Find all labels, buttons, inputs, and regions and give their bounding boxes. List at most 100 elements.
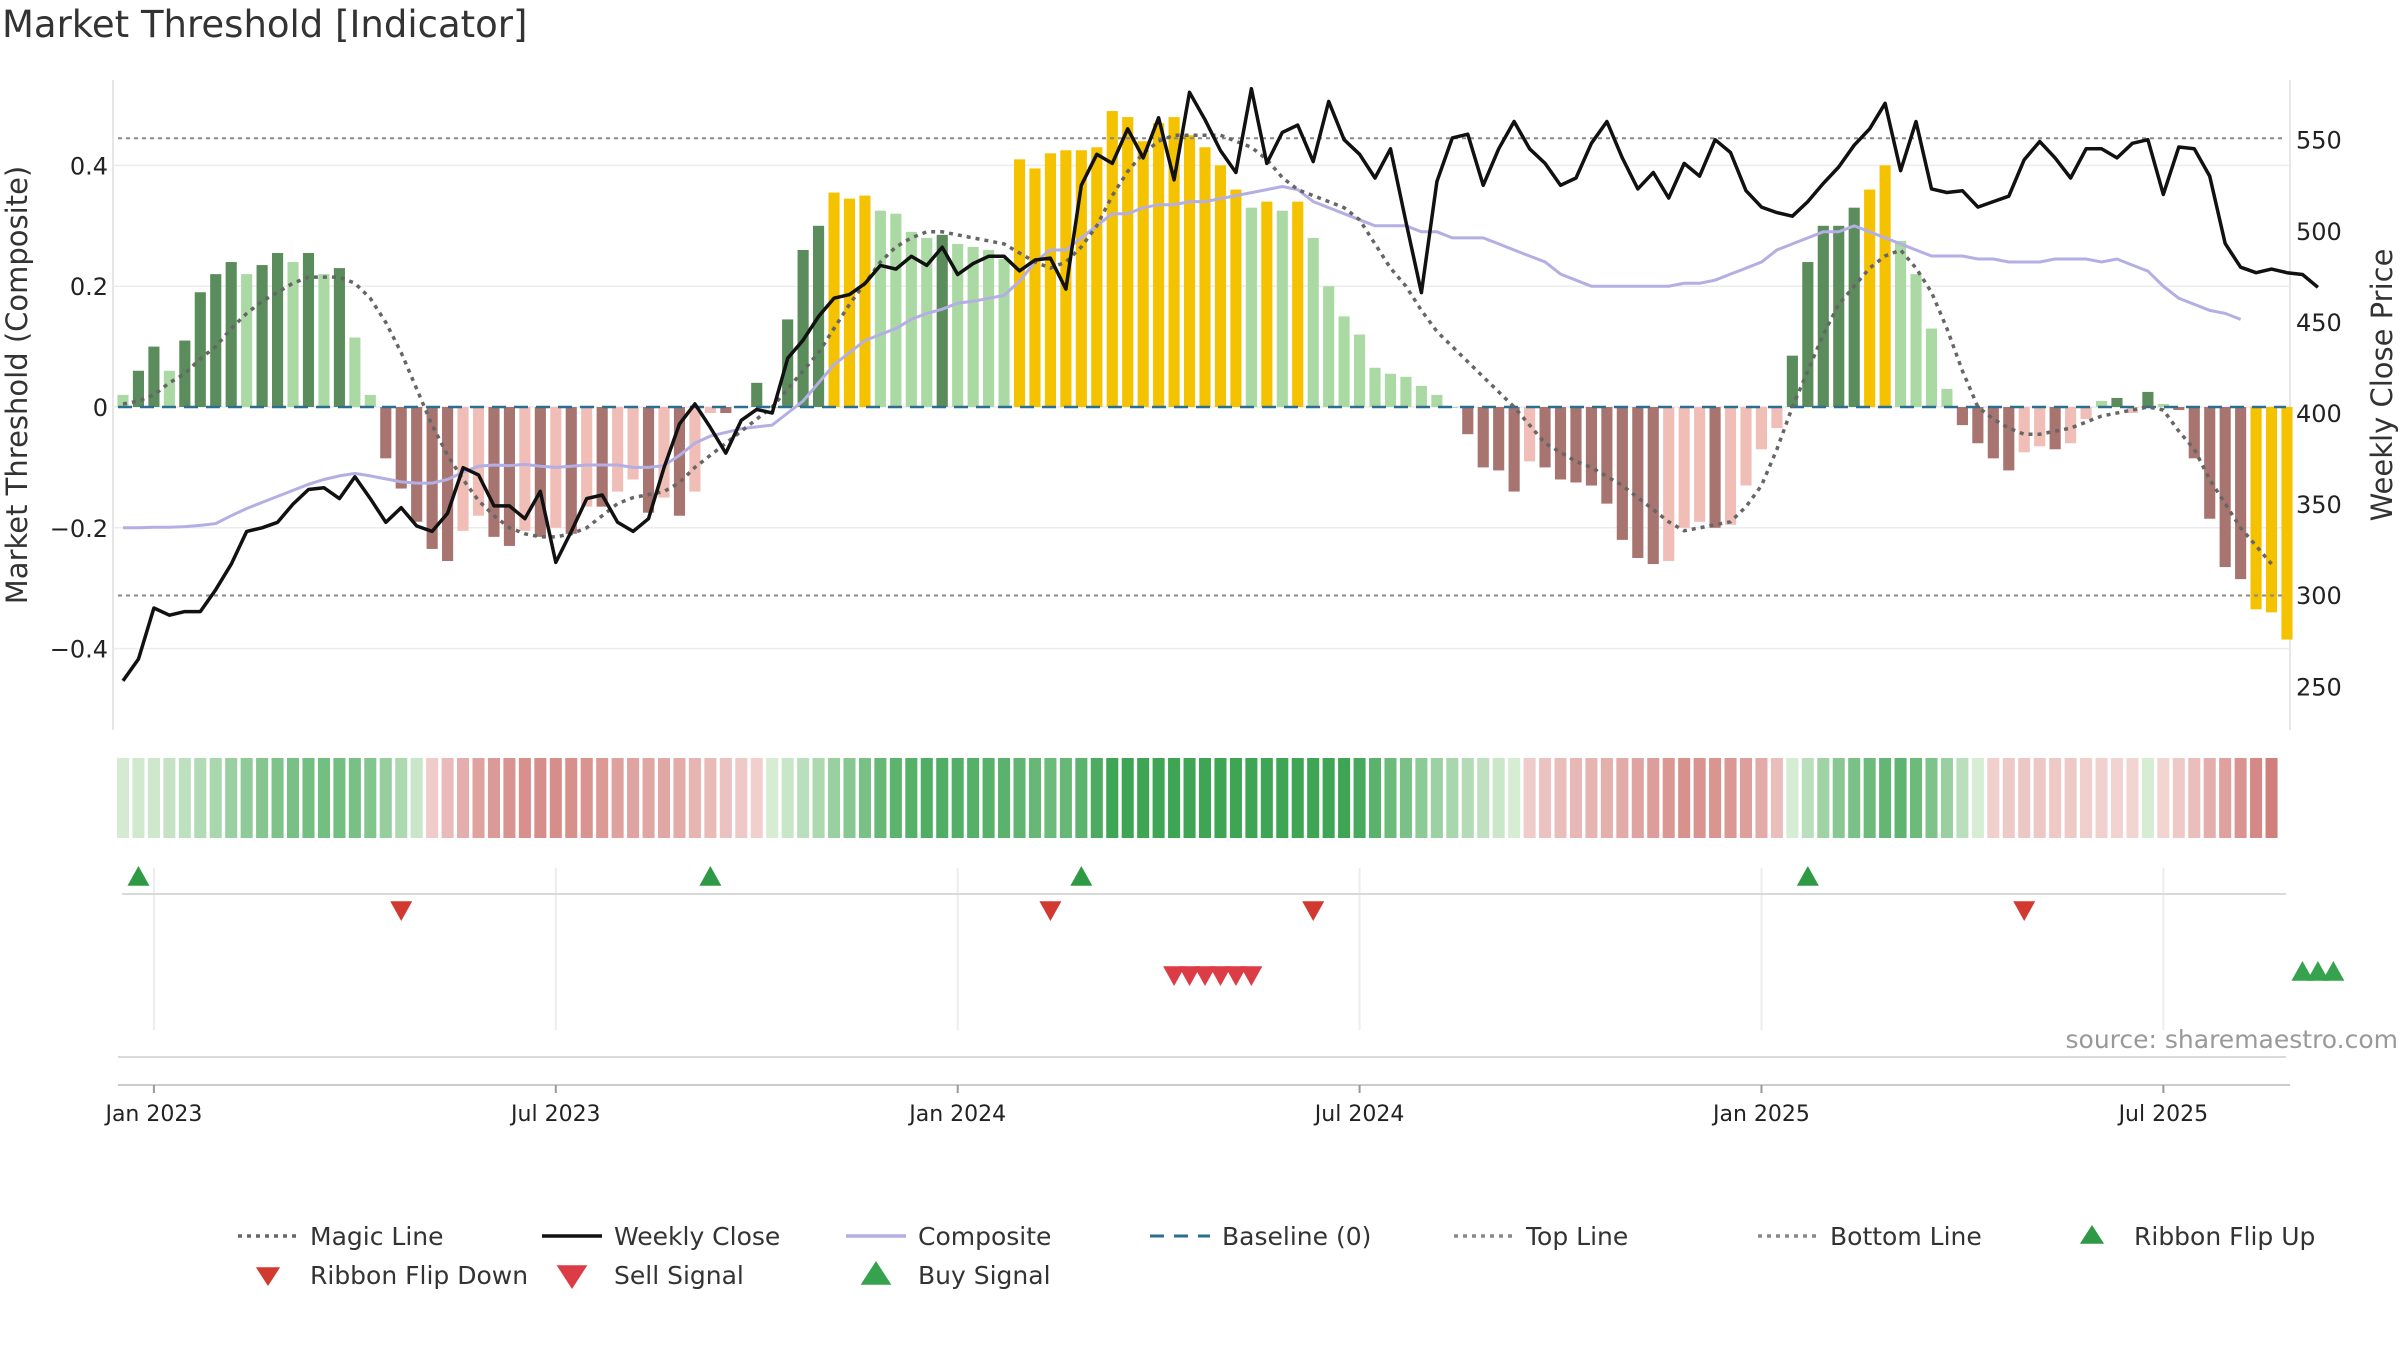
ribbon-segment: [2141, 758, 2154, 838]
ribbon-flip-up-marker: [2322, 961, 2345, 981]
composite-bar: [1415, 385, 1427, 407]
ribbon-segment: [1044, 758, 1057, 838]
composite-bar: [2080, 407, 2092, 420]
composite-bar: [1802, 262, 1814, 407]
ribbon-segment: [1678, 758, 1691, 838]
composite-bar: [1987, 407, 1999, 459]
composite-bar: [442, 407, 454, 562]
ribbon-segment: [735, 758, 748, 838]
ribbon-segment: [1971, 758, 1984, 838]
composite-bar: [1091, 147, 1103, 407]
ribbon-segment: [116, 758, 130, 838]
ribbon-flip-down-marker: [1194, 966, 1216, 986]
ribbon-segment: [1152, 758, 1165, 838]
composite-bar: [1323, 286, 1335, 407]
ribbon-segment: [1863, 758, 1876, 838]
ribbon-segment: [1384, 758, 1397, 838]
ribbon-segment: [2188, 758, 2201, 838]
ribbon-segment: [1832, 758, 1845, 838]
ribbon-segment: [1956, 758, 1969, 838]
ribbon-segment: [1770, 758, 1783, 838]
ribbon-segment: [596, 758, 609, 838]
composite-bar: [612, 407, 624, 492]
buy-signal-marker: [1070, 866, 1093, 886]
ribbon-segment: [1848, 758, 1861, 838]
composite-bar: [1539, 407, 1551, 468]
composite-bar: [333, 268, 345, 407]
ribbon-segment: [627, 758, 640, 838]
composite-bar: [1508, 407, 1520, 492]
sell-signal-marker: [2013, 901, 2036, 921]
x-tick-label: Jul 2024: [1313, 1102, 1405, 1127]
composite-bar: [1848, 207, 1860, 407]
composite-bar: [1245, 207, 1257, 407]
ribbon-segment: [1616, 758, 1629, 838]
composite-bar: [1910, 274, 1922, 407]
ribbon-segment: [2002, 758, 2015, 838]
composite-bar: [2157, 403, 2169, 407]
ribbon-segment: [1260, 758, 1273, 838]
ribbon-segment: [951, 758, 964, 838]
ribbon-segment: [1600, 758, 1613, 838]
composite-bar: [1554, 407, 1567, 480]
ribbon-segment: [1106, 758, 1119, 838]
left-y-tick-label: 0: [93, 394, 108, 422]
composite-bar: [1694, 407, 1706, 522]
ribbon-segment: [472, 758, 485, 838]
ribbon-segment: [843, 758, 856, 838]
composite-bar: [859, 195, 871, 407]
composite-bar: [2111, 397, 2123, 407]
composite-bar: [874, 210, 886, 407]
ribbon-segment: [2095, 758, 2108, 838]
composite-bar: [1585, 407, 1597, 486]
ribbon-segment: [194, 758, 207, 838]
magic-line: [122, 133, 2273, 566]
ribbon-segment: [936, 758, 949, 838]
left-y-ticks: 0.4 0.2 0 −0.2 −0.4: [50, 152, 108, 663]
source-label: source: sharemaestro.com: [2066, 1025, 2399, 1054]
ribbon-segment: [920, 758, 933, 838]
ribbon-segment: [1508, 758, 1521, 838]
composite-bar: [2204, 407, 2216, 519]
composite-bar: [318, 274, 330, 407]
composite-bar: [2018, 407, 2030, 453]
composite-bar: [2250, 407, 2262, 610]
ribbon-segment: [1353, 758, 1366, 838]
right-y-tick-label: 300: [2296, 582, 2342, 610]
composite-bar: [163, 370, 175, 407]
composite-bar: [411, 407, 423, 522]
composite-bar: [1786, 355, 1798, 407]
composite-bar: [519, 407, 531, 531]
ribbon-segment: [766, 758, 779, 838]
composite-line: [123, 184, 2242, 530]
ribbon-segment: [1137, 758, 1150, 838]
composite-bar: [1493, 407, 1505, 471]
composite-bar: [534, 407, 546, 537]
weekly-close-line: [121, 86, 2320, 682]
composite-bar: [194, 292, 206, 407]
ribbon-segment: [1059, 758, 1072, 838]
composite-bar: [472, 407, 485, 516]
ribbon-segment: [271, 758, 284, 838]
ribbon-segment: [642, 758, 655, 838]
composite-bar: [132, 370, 145, 407]
ribbon-flip-down-marker: [1178, 966, 1201, 986]
legend-item: Composite: [846, 1222, 1051, 1251]
composite-bar: [1895, 240, 1907, 407]
ribbon-segment: [1322, 758, 1335, 838]
composite-bar: [364, 394, 376, 407]
ribbon-segment: [1245, 758, 1258, 838]
ribbon-segment: [1492, 758, 1505, 838]
composite-bar: [581, 407, 593, 507]
composite-bar: [689, 407, 701, 492]
ribbon-segment: [487, 758, 500, 838]
composite-bar: [1879, 165, 1891, 407]
ribbon-segment: [348, 758, 361, 838]
ribbon-segment: [1399, 758, 1412, 838]
ribbon-segment: [163, 758, 176, 838]
ribbon-segment: [317, 758, 330, 838]
ribbon-segment: [1724, 758, 1737, 838]
composite-bar: [2142, 391, 2154, 407]
ribbon-flip-down-marker: [1224, 966, 1247, 986]
composite-bar: [380, 407, 392, 459]
